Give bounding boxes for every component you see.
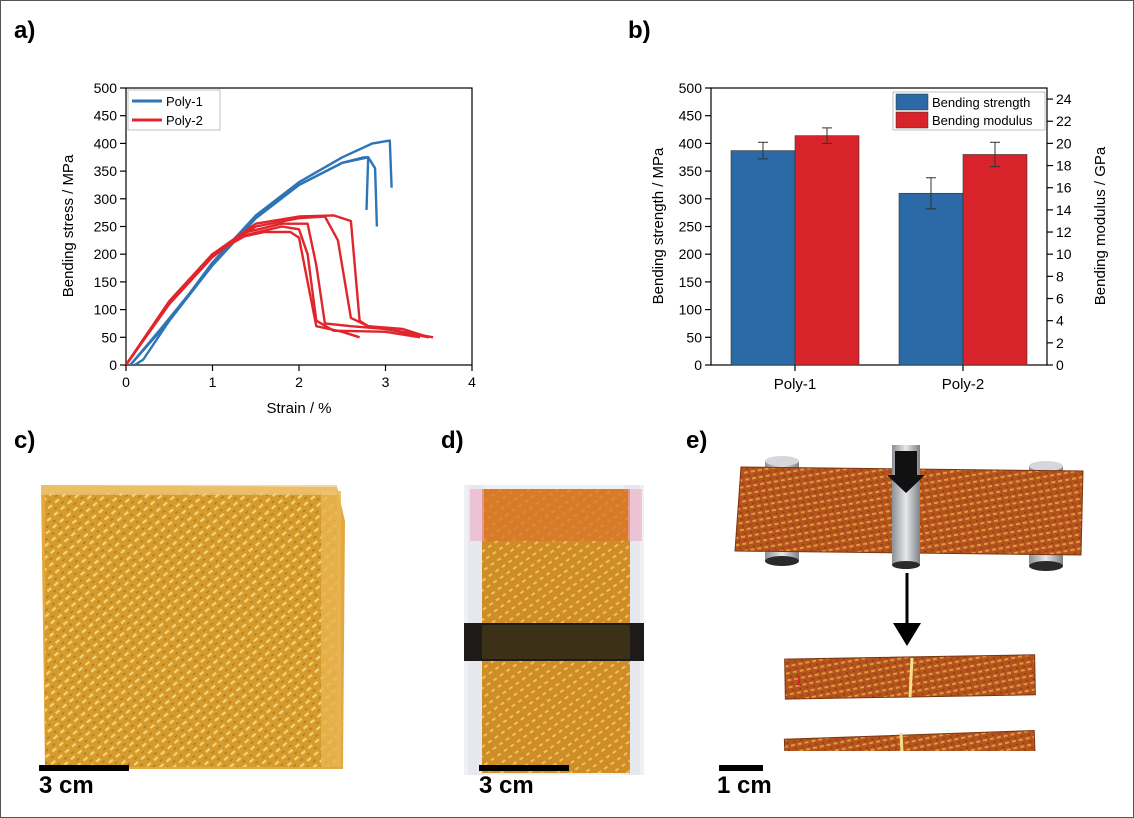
y-tick-label-a: 500 (94, 80, 118, 96)
curve-poly-2-5 (126, 214, 434, 365)
curve-poly-2-1 (126, 230, 360, 365)
laminate-photo (41, 485, 345, 769)
y2-tick-label-b: 22 (1056, 113, 1072, 129)
curve-poly-1-2 (129, 156, 370, 365)
legend-b: Bending strength Bending modulus (892, 91, 1046, 131)
y-tick-label-b: 400 (679, 135, 703, 151)
y-tick-label-b: 50 (686, 329, 702, 345)
y2-tick-label-b: 12 (1056, 224, 1072, 240)
curve-poly-2-3 (126, 222, 430, 365)
x-tick-label-a: 1 (209, 374, 217, 390)
panel-label-e: e) (686, 427, 708, 454)
curve-poly-1-1 (134, 139, 393, 365)
legend-a: Poly-1 Poly-2 (127, 89, 221, 131)
x-tick-label-a: 3 (382, 374, 390, 390)
scalebar-label-d: 3 cm (479, 772, 534, 799)
y-tick-label-a: 400 (94, 135, 118, 151)
three-point-bending-illustration: 1 2 (734, 445, 1084, 751)
category-label-poly-1: Poly-1 (774, 376, 817, 393)
y2-tick-label-b: 14 (1056, 202, 1072, 218)
specimen-strip-photo (464, 485, 644, 775)
x-tick-label-a: 2 (295, 374, 303, 390)
curve-poly-1-3 (129, 156, 379, 365)
y-axis-label-b: Bending strength / MPa (650, 147, 667, 304)
y-tick-label-a: 200 (94, 246, 118, 262)
y2-tick-label-b: 16 (1056, 180, 1072, 196)
scalebar-e (719, 765, 763, 771)
y-tick-label-b: 100 (679, 302, 703, 318)
legend-swatch-modulus (895, 111, 929, 129)
y2-tick-label-b: 18 (1056, 158, 1072, 174)
y-tick-label-a: 450 (94, 108, 118, 124)
y-tick-label-a: 300 (94, 191, 118, 207)
curve-poly-2-4 (126, 215, 430, 365)
category-label-poly-2: Poly-2 (942, 376, 985, 393)
panel-label-b: b) (628, 17, 651, 44)
error-bar-strength-poly-1 (758, 141, 768, 160)
error-bar-modulus-poly-1 (822, 127, 832, 144)
y2-tick-label-b: 24 (1056, 91, 1072, 107)
bar-modulus-poly-1 (794, 135, 860, 366)
x-axis-label-a: Strain / % (266, 400, 331, 416)
curve-poly-2-2 (126, 225, 421, 365)
scalebar-label-c: 3 cm (39, 772, 94, 799)
error-bar-strength-poly-2 (926, 177, 936, 210)
y-axis-label-a: Bending stress / MPa (60, 154, 77, 297)
y-tick-label-b: 0 (694, 357, 702, 373)
panel-label-a: a) (14, 17, 36, 44)
y-tick-label-b: 200 (679, 246, 703, 262)
y2-tick-label-b: 8 (1056, 268, 1064, 284)
scalebar-d (479, 765, 569, 771)
bar-strength-poly-1 (730, 150, 796, 366)
y2-axis-label-b: Bending modulus / GPa (1092, 146, 1109, 305)
y2-tick-label-b: 2 (1056, 335, 1064, 351)
y2-tick-label-b: 4 (1056, 313, 1064, 329)
y-tick-label-b: 150 (679, 274, 703, 290)
legend-label-poly-2: Poly-2 (166, 113, 203, 128)
scalebar-c (39, 765, 129, 771)
y2-tick-label-b: 6 (1056, 291, 1064, 307)
y-tick-label-b: 250 (679, 219, 703, 235)
y2-tick-label-b: 0 (1056, 357, 1064, 373)
y-tick-label-a: 350 (94, 163, 118, 179)
specimen-mark-1: 1 (795, 673, 802, 688)
y-tick-label-a: 50 (101, 329, 117, 345)
stress-strain-chart: 0 1 2 3 4 0 50 100 150 200 250 300 350 400 450 500 Stra… (60, 80, 476, 416)
error-bar-modulus-poly-2 (990, 141, 1000, 168)
y-tick-label-a: 100 (94, 302, 118, 318)
bar-strength-poly-2 (898, 192, 964, 366)
y-tick-label-b: 300 (679, 191, 703, 207)
y-tick-label-a: 250 (94, 219, 118, 235)
x-tick-label-a: 0 (122, 374, 130, 390)
legend-swatch-strength (895, 93, 929, 111)
y2-tick-label-b: 10 (1056, 246, 1072, 262)
y2-tick-label-b: 20 (1056, 135, 1072, 151)
x-tick-label-a: 4 (468, 374, 476, 390)
y-tick-label-b: 450 (679, 108, 703, 124)
legend-label-modulus: Bending modulus (932, 113, 1033, 128)
bar-modulus-poly-2 (962, 154, 1028, 366)
panel-label-d: d) (441, 427, 464, 454)
y-tick-label-a: 0 (109, 357, 117, 373)
bar-chart: 0501001502002503003504004505000246810121… (650, 80, 1109, 393)
y-tick-label-a: 150 (94, 274, 118, 290)
panel-label-c: c) (14, 427, 36, 454)
legend-label-poly-1: Poly-1 (166, 94, 203, 109)
y-tick-label-b: 350 (679, 163, 703, 179)
legend-label-strength: Bending strength (932, 95, 1030, 110)
y-tick-label-b: 500 (679, 80, 703, 96)
scalebar-label-e: 1 cm (717, 772, 772, 799)
